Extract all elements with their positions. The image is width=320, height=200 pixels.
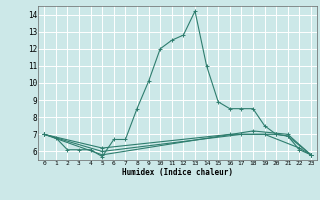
X-axis label: Humidex (Indice chaleur): Humidex (Indice chaleur)	[122, 168, 233, 177]
